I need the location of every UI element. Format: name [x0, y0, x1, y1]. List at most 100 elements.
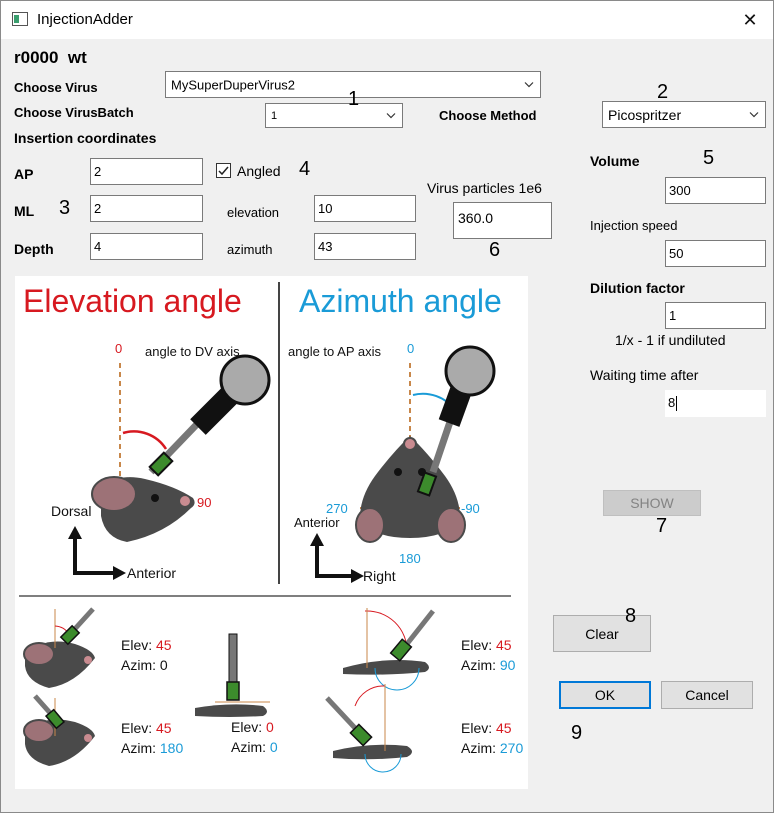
- azim-prefix: Azim:: [121, 657, 156, 673]
- azim-zero-label: 0: [407, 341, 414, 356]
- azim-value: 0: [160, 657, 168, 673]
- example-4-azim: Azim: 180: [121, 740, 183, 756]
- chevron-down-icon: [749, 111, 759, 117]
- example-mouse-ear: [23, 719, 55, 743]
- elev-zero-label: 0: [115, 341, 122, 356]
- clear-button[interactable]: Clear: [553, 615, 651, 652]
- angled-label: Angled: [237, 163, 281, 179]
- show-button[interactable]: SHOW: [603, 490, 701, 516]
- depth-label: Depth: [14, 241, 54, 257]
- elevation-title: Elevation angle: [23, 283, 242, 319]
- particles-label: Virus particles 1e6: [427, 180, 542, 196]
- close-button[interactable]: ✕: [727, 1, 773, 39]
- azim-injector-head: [444, 345, 496, 397]
- waiting-value: 8: [668, 395, 676, 410]
- example-barrel: [226, 681, 240, 701]
- azim-value: 90: [500, 657, 516, 673]
- example-1-elev: Elev: 45: [121, 637, 172, 653]
- chevron-down-icon: [524, 81, 534, 87]
- batch-selected: 1: [271, 109, 278, 122]
- example-elev45-azim0: [23, 607, 95, 688]
- example-shaft: [325, 696, 357, 730]
- example-5-azim: Azim: 270: [461, 740, 523, 756]
- chevron-down-icon: [386, 112, 396, 118]
- mouse-side-eye: [151, 494, 159, 502]
- annotation-5: 5: [703, 147, 715, 169]
- app-icon: [12, 12, 28, 26]
- azimuth-input[interactable]: 43: [314, 233, 416, 260]
- dorsal-arrow-head: [68, 526, 82, 539]
- ok-button[interactable]: OK: [559, 681, 651, 709]
- annotation-3: 3: [59, 197, 71, 219]
- azim-prefix: Azim:: [461, 657, 496, 673]
- checkmark-icon: [218, 166, 229, 176]
- right-label: Right: [363, 568, 396, 584]
- method-combobox[interactable]: Picospritzer: [602, 101, 766, 128]
- annotation-9: 9: [571, 722, 583, 744]
- choose-method-label: Choose Method: [439, 108, 537, 123]
- record-header: r0000 wt: [14, 48, 87, 68]
- example-mouse-nose: [84, 734, 92, 742]
- volume-label: Volume: [590, 153, 640, 169]
- window-title: InjectionAdder: [37, 11, 133, 28]
- angled-checkbox[interactable]: [216, 163, 231, 178]
- example-2-elev: Elev: 0: [231, 719, 274, 735]
- example-barrel: [389, 638, 413, 662]
- dilution-input[interactable]: 1: [665, 302, 766, 329]
- waiting-label: Waiting time after: [590, 367, 699, 383]
- ml-input[interactable]: 2: [90, 195, 203, 222]
- elev-value: 45: [156, 720, 172, 736]
- elev-prefix: Elev:: [121, 637, 152, 653]
- example-3-azim: Azim: 90: [461, 657, 516, 673]
- example-1-azim: Azim: 0: [121, 657, 168, 673]
- example-mouse-body: [333, 744, 412, 760]
- batch-combobox[interactable]: 1: [265, 103, 403, 128]
- cancel-button[interactable]: Cancel: [661, 681, 753, 709]
- example-arc-blue: [374, 667, 420, 691]
- volume-input[interactable]: 300: [665, 177, 766, 204]
- example-3-elev: Elev: 45: [461, 637, 512, 653]
- elevation-input[interactable]: 10: [314, 195, 416, 222]
- example-mouse-nose: [84, 656, 92, 664]
- speed-label: Injection speed: [590, 218, 678, 233]
- example-5-elev: Elev: 45: [461, 720, 512, 736]
- virus-combobox[interactable]: MySuperDuperVirus2: [165, 71, 541, 98]
- waiting-input[interactable]: 8: [665, 390, 766, 417]
- mouse-top-ear-left: [355, 507, 385, 543]
- example-4-elev: Elev: 45: [121, 720, 172, 736]
- choose-batch-label: Choose VirusBatch: [14, 105, 134, 120]
- example-mouse-body: [343, 660, 429, 675]
- ap-input[interactable]: 2: [90, 158, 203, 185]
- depth-input[interactable]: 4: [90, 233, 203, 260]
- record-id: r0000: [14, 48, 59, 67]
- azim-anterior-arrow-head: [310, 533, 324, 546]
- elev-prefix: Elev:: [461, 720, 492, 736]
- elev-prefix: Elev:: [231, 719, 262, 735]
- angle-diagram: Elevation angle Azimuth angle angle to D…: [19, 282, 523, 773]
- dilution-label: Dilution factor: [590, 280, 685, 296]
- example-2-azim: Azim: 0: [231, 739, 278, 755]
- example-elev45-azim180: [23, 694, 95, 766]
- elev-syringe-barrel: [148, 451, 174, 477]
- ml-label: ML: [14, 203, 35, 219]
- azim-neg90-label: -90: [461, 501, 480, 516]
- anterior-arrow-head: [113, 566, 126, 580]
- example-shaft: [71, 607, 95, 633]
- mouse-top-body: [359, 436, 461, 538]
- particles-output: 360.0: [453, 202, 552, 239]
- example-elev45-azim90: [343, 608, 435, 691]
- elev-value: 0: [266, 719, 274, 735]
- example-elev0-azim0: [195, 633, 270, 717]
- annotation-8: 8: [625, 605, 637, 627]
- azim-value: 0: [270, 739, 278, 755]
- azim-prefix: Azim:: [231, 739, 266, 755]
- ap-label: AP: [14, 166, 34, 182]
- angle-ap-label: angle to AP axis: [288, 344, 381, 359]
- angle-explanation-figure: Elevation angle Azimuth angle angle to D…: [15, 276, 528, 789]
- example-arc: [354, 685, 386, 707]
- anterior-label-2: Anterior: [294, 515, 340, 530]
- elev-ninety-label: 90: [197, 495, 211, 510]
- speed-input[interactable]: 50: [665, 240, 766, 267]
- azim-180-label: 180: [399, 551, 421, 566]
